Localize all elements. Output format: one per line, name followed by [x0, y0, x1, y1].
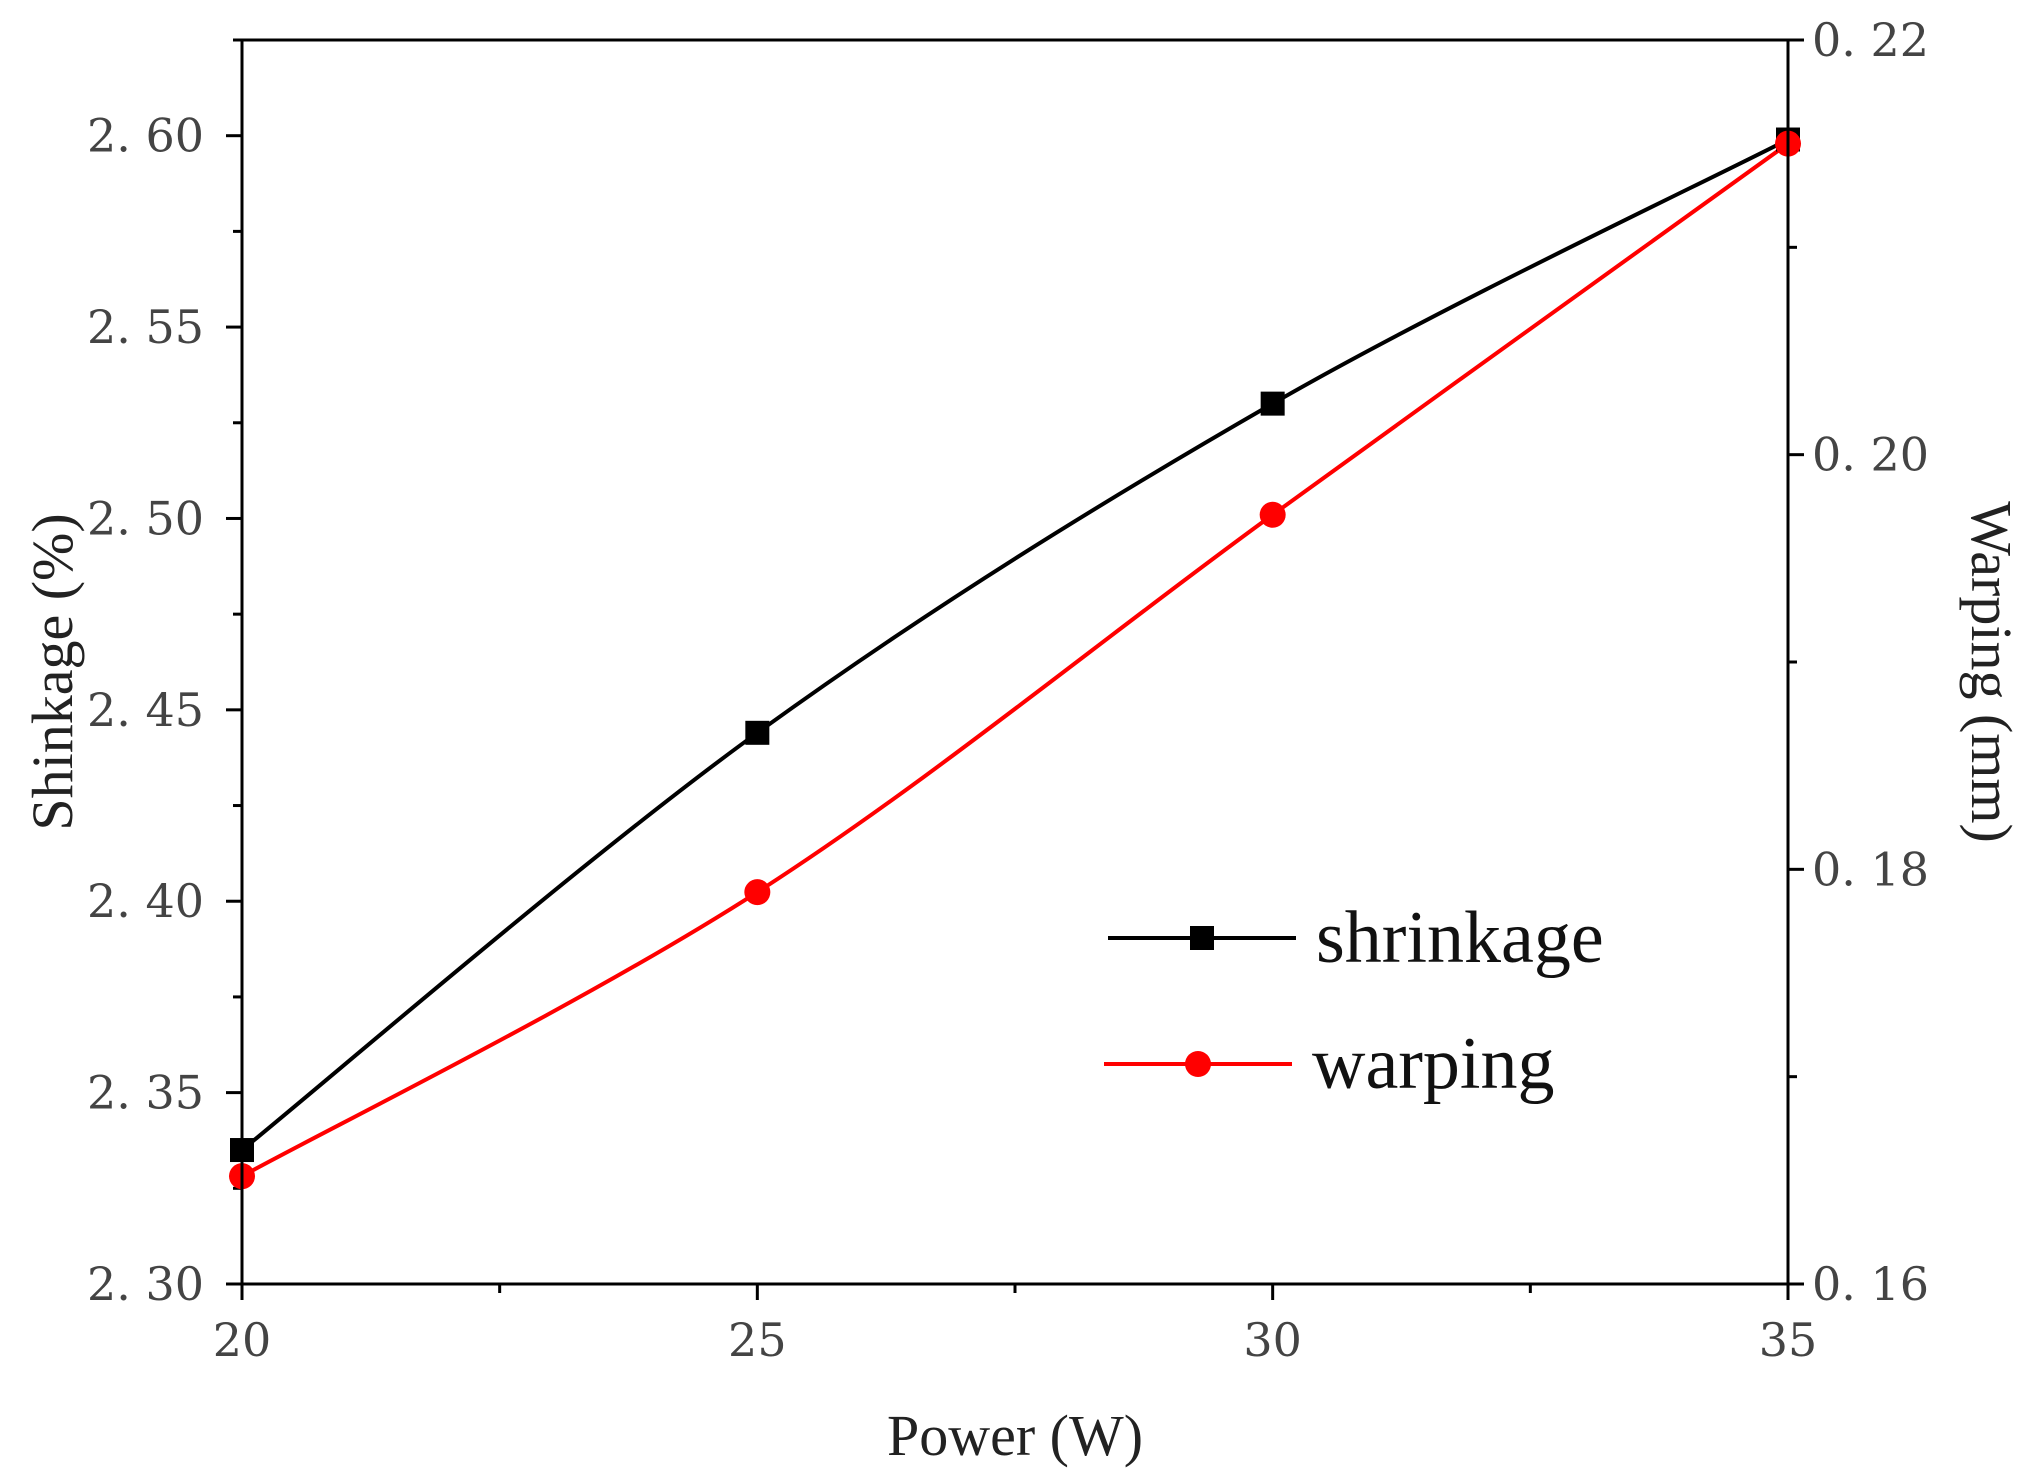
- legend-marker-shrinkage: [1190, 926, 1214, 950]
- point-shrinkage: [745, 720, 770, 745]
- curves: [240, 137, 1790, 1178]
- legend-label-warping: warping: [1312, 1023, 1555, 1105]
- y2-tick-label: 0. 22: [1812, 13, 1929, 67]
- y-tick-label: 2. 35: [87, 1066, 204, 1120]
- x-tick-label: 35: [1759, 1313, 1818, 1367]
- y-tick-label: 2. 60: [87, 109, 204, 163]
- legend: shrinkage warping: [1104, 897, 1604, 1105]
- y-tick-label: 2. 45: [87, 683, 204, 737]
- plot-frame: [240, 38, 1790, 1286]
- tick-labels: 2. 30 2. 35 2. 40 2. 45 2. 50 2. 55 2. 60 0. 16…: [87, 13, 1929, 1367]
- x-tick-label: 20: [213, 1313, 272, 1367]
- y-tick-label: 2. 50: [87, 491, 204, 545]
- legend-marker-warping: [1185, 1051, 1211, 1077]
- y2-tick-label: 0. 16: [1812, 1257, 1929, 1311]
- markers: [229, 127, 1801, 1190]
- x-tick-label: 30: [1243, 1313, 1302, 1367]
- x-tick-label: 25: [728, 1313, 787, 1367]
- series-line-shrinkage: [240, 137, 1789, 1152]
- y-tick-label: 2. 40: [87, 874, 204, 928]
- point-warping: [744, 879, 771, 906]
- series-line-warping: [241, 142, 1790, 1178]
- ticks: [226, 38, 1804, 1300]
- y2-tick-label: 0. 20: [1812, 428, 1929, 482]
- point-warping: [1259, 501, 1286, 528]
- legend-label-shrinkage: shrinkage: [1316, 897, 1604, 979]
- x-axis-title: Power (W): [887, 1403, 1143, 1468]
- y2-tick-label: 0. 18: [1812, 842, 1929, 896]
- y-tick-label: 2. 55: [87, 300, 204, 354]
- y2-axis-title: Warping (mm): [1959, 501, 2022, 843]
- y-axis-title: Shinkage (%): [20, 513, 85, 830]
- y-tick-label: 2. 30: [87, 1257, 204, 1311]
- point-shrinkage: [1260, 391, 1285, 416]
